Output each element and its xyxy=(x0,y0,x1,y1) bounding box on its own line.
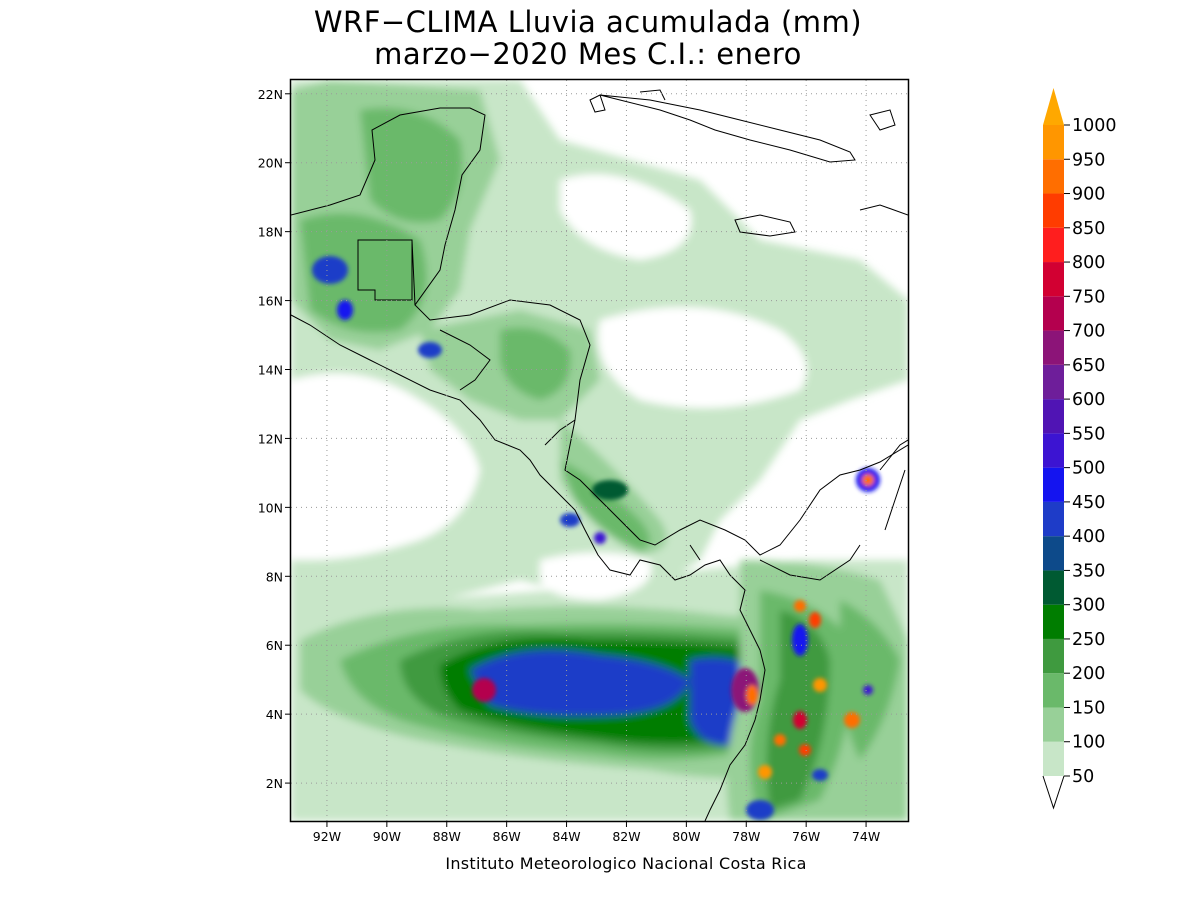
colorbar-swatch xyxy=(1043,262,1064,297)
colorbar-level-label: 550 xyxy=(1072,424,1105,444)
colorbar-swatch xyxy=(1043,570,1064,605)
colorbar-level-label: 50 xyxy=(1072,767,1094,787)
colorbar-swatch xyxy=(1043,125,1064,160)
lat-tick-label: 18N xyxy=(258,225,283,240)
colorbar-level-label: 450 xyxy=(1072,493,1105,513)
credit-text: Instituto Meteorologico Nacional Costa R… xyxy=(445,854,806,873)
lat-tick-label: 2N xyxy=(266,776,283,791)
colorbar-level-label: 900 xyxy=(1072,185,1105,205)
lat-tick-label: 6N xyxy=(266,638,283,653)
lat-tick-label: 16N xyxy=(258,294,283,309)
lon-tick-label: 90W xyxy=(373,829,401,844)
lat-tick-label: 22N xyxy=(258,87,283,102)
lat-tick-label: 12N xyxy=(258,431,283,446)
coastlines xyxy=(291,89,908,821)
lat-tick-label: 8N xyxy=(266,569,283,584)
colorbar-level-label: 750 xyxy=(1072,287,1105,307)
colorbar-swatch xyxy=(1043,227,1064,263)
colorbar-swatch xyxy=(1043,638,1064,674)
colorbar-swatch xyxy=(1043,707,1064,742)
lat-tick-label: 20N xyxy=(258,156,283,171)
colorbar-swatch xyxy=(1043,604,1064,639)
colorbar-level-label: 1000 xyxy=(1072,116,1117,136)
lon-tick-label: 92W xyxy=(313,829,341,844)
colorbar-swatch xyxy=(1043,501,1064,537)
lon-tick-label: 88W xyxy=(433,829,461,844)
lat-tick-label: 14N xyxy=(258,363,283,378)
colorbar-level-label: 800 xyxy=(1072,253,1105,273)
colorbar-level-label: 400 xyxy=(1072,527,1105,547)
colorbar-swatch xyxy=(1043,467,1064,502)
map-title-line-2: marzo−2020 Mes C.I.: enero xyxy=(374,37,802,71)
lat-tick-label: 10N xyxy=(258,500,283,515)
colorbar-swatch xyxy=(1043,159,1064,194)
colorbar-swatch xyxy=(1043,741,1064,776)
graticule xyxy=(291,80,908,821)
map-frame xyxy=(289,78,910,823)
colorbar-swatch xyxy=(1043,673,1064,708)
lon-tick-label: 78W xyxy=(732,829,760,844)
colorbar-level-label: 200 xyxy=(1072,664,1105,684)
colorbar-level-label: 650 xyxy=(1072,356,1105,376)
rainfall-shading xyxy=(291,80,908,821)
colorbar-min-arrow xyxy=(1042,775,1065,810)
map-title-line-1: WRF−CLIMA Lluvia acumulada (mm) xyxy=(313,5,863,39)
colorbar-swatch xyxy=(1043,296,1064,331)
colorbar-level-label: 150 xyxy=(1072,698,1105,718)
lon-tick-label: 82W xyxy=(612,829,640,844)
lon-tick-label: 84W xyxy=(552,829,580,844)
colorbar-swatch xyxy=(1043,536,1064,571)
colorbar-level-label: 250 xyxy=(1072,630,1105,650)
colorbar-swatch xyxy=(1043,364,1064,400)
lat-tick-label: 4N xyxy=(266,707,283,722)
longitude-axis: 92W 90W 88W 86W 84W 82W 80W 78W 76W 74W xyxy=(313,821,880,844)
colorbar-level-label: 600 xyxy=(1072,390,1105,410)
lon-tick-label: 80W xyxy=(672,829,700,844)
colorbar-level-label: 700 xyxy=(1072,322,1105,342)
latitude-axis: 2N 4N 6N 8N 10N 12N 14N 16N 18N 20N 22N xyxy=(258,87,291,791)
colorbar-swatch xyxy=(1043,399,1064,434)
colorbar-swatch xyxy=(1043,193,1064,228)
colorbar-level-label: 350 xyxy=(1072,561,1105,581)
colorbar: 50 100 150 200 250 300 350 400 450 500 550 600 650 70… xyxy=(1042,88,1117,810)
colorbar-level-label: 850 xyxy=(1072,219,1105,239)
colorbar-level-label: 950 xyxy=(1072,150,1105,170)
colorbar-swatch xyxy=(1043,433,1064,468)
lon-tick-label: 76W xyxy=(792,829,820,844)
lon-tick-label: 74W xyxy=(852,829,880,844)
colorbar-level-label: 300 xyxy=(1072,596,1105,616)
colorbar-level-label: 500 xyxy=(1072,459,1105,479)
colorbar-max-arrow xyxy=(1043,88,1064,125)
lon-tick-label: 86W xyxy=(493,829,521,844)
colorbar-swatch xyxy=(1043,330,1064,365)
colorbar-level-label: 100 xyxy=(1072,733,1105,753)
